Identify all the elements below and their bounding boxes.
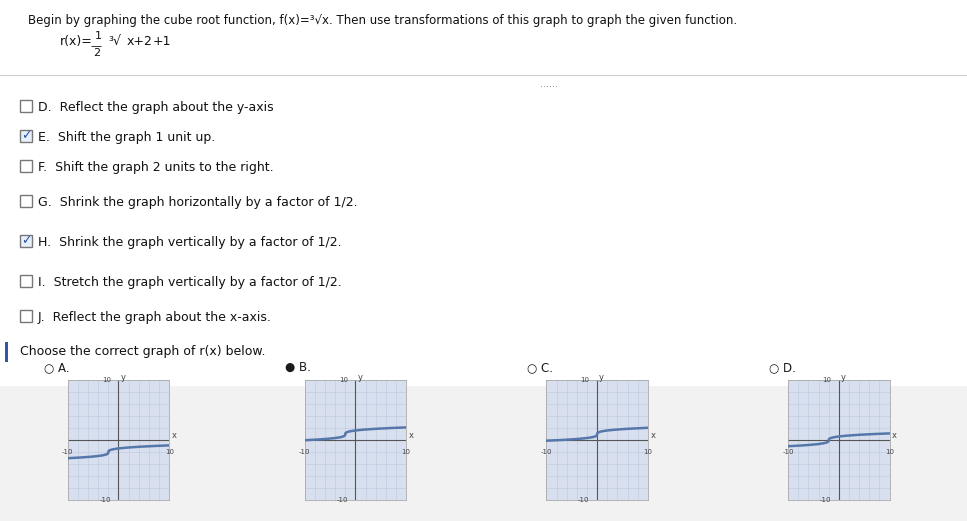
Text: 10: 10 bbox=[643, 449, 653, 455]
FancyBboxPatch shape bbox=[20, 195, 32, 207]
Text: Begin by graphing the cube root function, f(x)=³√x. Then use transformations of : Begin by graphing the cube root function… bbox=[28, 14, 737, 27]
Text: J.  Reflect the graph about the x-axis.: J. Reflect the graph about the x-axis. bbox=[38, 311, 272, 324]
Text: 10: 10 bbox=[102, 377, 111, 383]
FancyBboxPatch shape bbox=[20, 310, 32, 322]
Text: I.  Stretch the graph vertically by a factor of 1/2.: I. Stretch the graph vertically by a fac… bbox=[38, 276, 341, 289]
Text: ✓: ✓ bbox=[20, 130, 31, 143]
Text: D.  Reflect the graph about the y-axis: D. Reflect the graph about the y-axis bbox=[38, 101, 274, 114]
FancyBboxPatch shape bbox=[20, 160, 32, 172]
Text: -10: -10 bbox=[299, 449, 310, 455]
Text: ○ D.: ○ D. bbox=[769, 361, 796, 374]
Text: -10: -10 bbox=[578, 497, 590, 503]
Text: -10: -10 bbox=[820, 497, 832, 503]
FancyBboxPatch shape bbox=[20, 235, 32, 247]
Text: r(x)=: r(x)= bbox=[60, 35, 93, 48]
FancyBboxPatch shape bbox=[5, 342, 8, 362]
Text: —: — bbox=[90, 41, 102, 51]
Text: H.  Shrink the graph vertically by a factor of 1/2.: H. Shrink the graph vertically by a fact… bbox=[38, 236, 341, 249]
FancyBboxPatch shape bbox=[20, 130, 32, 142]
Text: y: y bbox=[358, 373, 363, 382]
Text: 10: 10 bbox=[338, 377, 348, 383]
Text: +1: +1 bbox=[153, 35, 171, 48]
Text: x: x bbox=[893, 431, 897, 440]
Text: 10: 10 bbox=[822, 377, 832, 383]
Text: 1: 1 bbox=[95, 31, 102, 41]
Text: -10: -10 bbox=[100, 497, 111, 503]
Text: x: x bbox=[409, 431, 414, 440]
Text: -10: -10 bbox=[541, 449, 552, 455]
FancyBboxPatch shape bbox=[20, 100, 32, 112]
Text: E.  Shift the graph 1 unit up.: E. Shift the graph 1 unit up. bbox=[38, 131, 216, 144]
Text: 10: 10 bbox=[885, 449, 894, 455]
Text: x+2: x+2 bbox=[127, 35, 153, 48]
Text: -10: -10 bbox=[337, 497, 348, 503]
FancyBboxPatch shape bbox=[0, 0, 967, 386]
Text: x: x bbox=[172, 431, 177, 440]
Text: ○ A.: ○ A. bbox=[44, 361, 69, 374]
Text: 10: 10 bbox=[401, 449, 411, 455]
FancyBboxPatch shape bbox=[20, 275, 32, 287]
Text: ✓: ✓ bbox=[20, 234, 31, 247]
Text: ......: ...... bbox=[540, 79, 558, 89]
Text: x: x bbox=[651, 431, 656, 440]
Text: ³√: ³√ bbox=[108, 35, 121, 48]
Text: F.  Shift the graph 2 units to the right.: F. Shift the graph 2 units to the right. bbox=[38, 161, 274, 174]
Text: 10: 10 bbox=[164, 449, 174, 455]
Text: 2: 2 bbox=[93, 48, 101, 58]
Text: ○ C.: ○ C. bbox=[527, 361, 553, 374]
Text: 10: 10 bbox=[580, 377, 590, 383]
Text: Choose the correct graph of r(x) below.: Choose the correct graph of r(x) below. bbox=[20, 345, 266, 358]
Text: G.  Shrink the graph horizontally by a factor of 1/2.: G. Shrink the graph horizontally by a fa… bbox=[38, 196, 358, 209]
Text: y: y bbox=[841, 373, 846, 382]
Text: -10: -10 bbox=[62, 449, 73, 455]
Text: y: y bbox=[600, 373, 604, 382]
Text: y: y bbox=[121, 373, 126, 382]
Text: ● B.: ● B. bbox=[285, 361, 311, 374]
Text: -10: -10 bbox=[782, 449, 794, 455]
